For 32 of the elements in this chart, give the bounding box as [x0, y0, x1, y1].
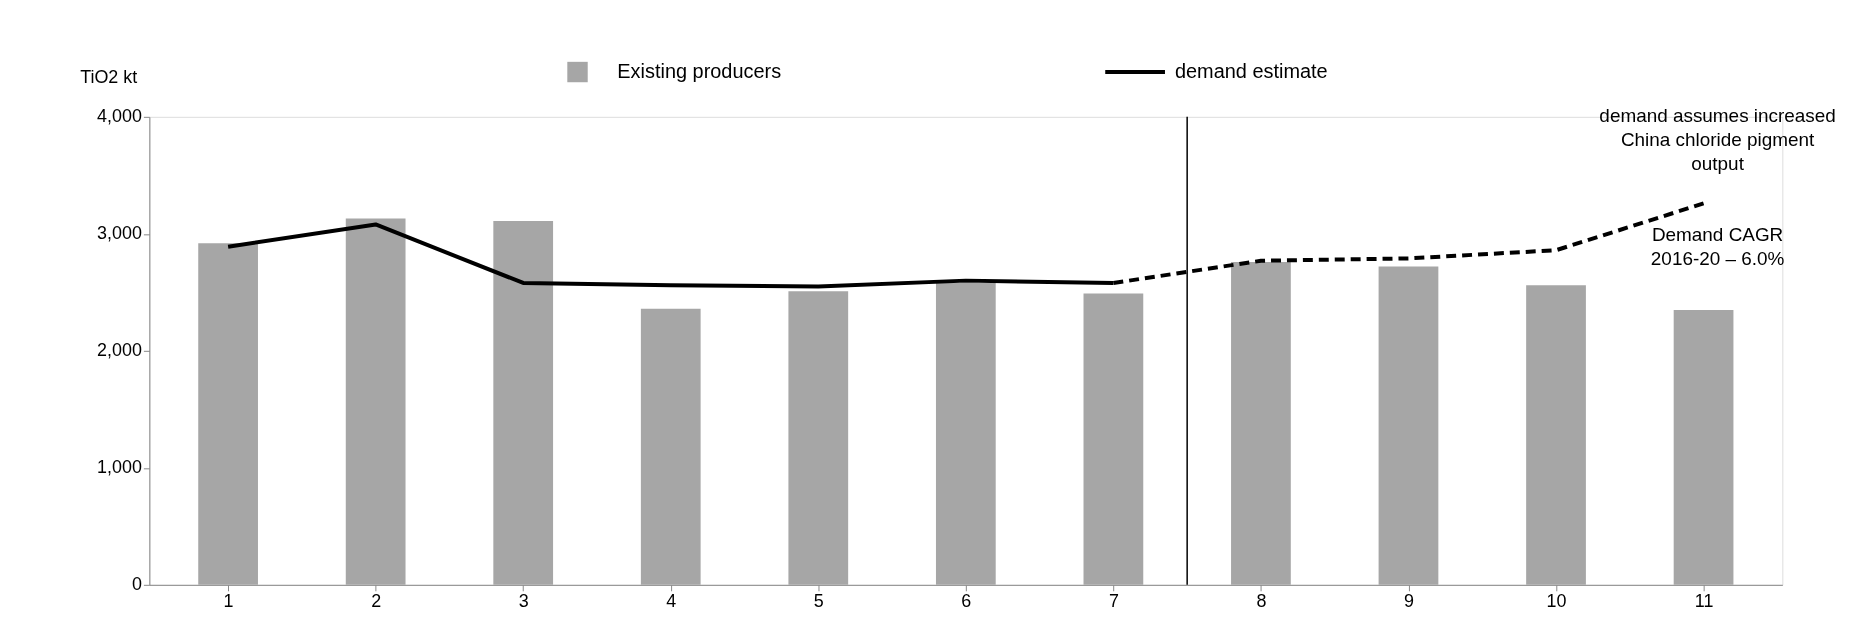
- bar: [788, 291, 849, 585]
- legend-label: Existing producers: [617, 60, 782, 82]
- annotation: Demand CAGR 2016-20 – 6.0%: [1650, 224, 1785, 270]
- x-tick-label: 8: [1256, 591, 1267, 612]
- legend-label: demand estimate: [1174, 60, 1328, 82]
- x-tick-label: 3: [518, 591, 529, 612]
- y-tick-label: 2,000: [97, 340, 142, 361]
- bar: [1378, 266, 1439, 585]
- x-tick-label: 7: [1108, 591, 1119, 612]
- y-tick-label: 3,000: [97, 223, 142, 244]
- y-tick-label: 1,000: [97, 457, 142, 478]
- x-tick-label: 5: [813, 591, 824, 612]
- x-tick-label: 2: [371, 591, 382, 612]
- x-tick-label: 1: [223, 591, 234, 612]
- bar: [1083, 293, 1144, 585]
- bar: [640, 308, 701, 585]
- y-tick-label: 4,000: [97, 106, 142, 127]
- x-tick-label: 9: [1403, 591, 1414, 612]
- bar: [345, 218, 406, 585]
- bar: [935, 282, 996, 585]
- y-tick-label: 0: [131, 574, 142, 595]
- y-axis-title: TiO2 kt: [80, 67, 138, 88]
- bar: [198, 243, 258, 585]
- x-tick-label: 6: [961, 591, 972, 612]
- bar: [493, 220, 554, 585]
- bar: [1673, 309, 1734, 585]
- x-tick-label: 4: [666, 591, 677, 612]
- x-tick-label: 11: [1694, 591, 1714, 612]
- annotation: demand assumes increased China chloride pigment output: [1599, 104, 1836, 174]
- x-tick-label: 10: [1546, 591, 1567, 612]
- bar: [1526, 285, 1586, 585]
- bar: [1231, 261, 1291, 585]
